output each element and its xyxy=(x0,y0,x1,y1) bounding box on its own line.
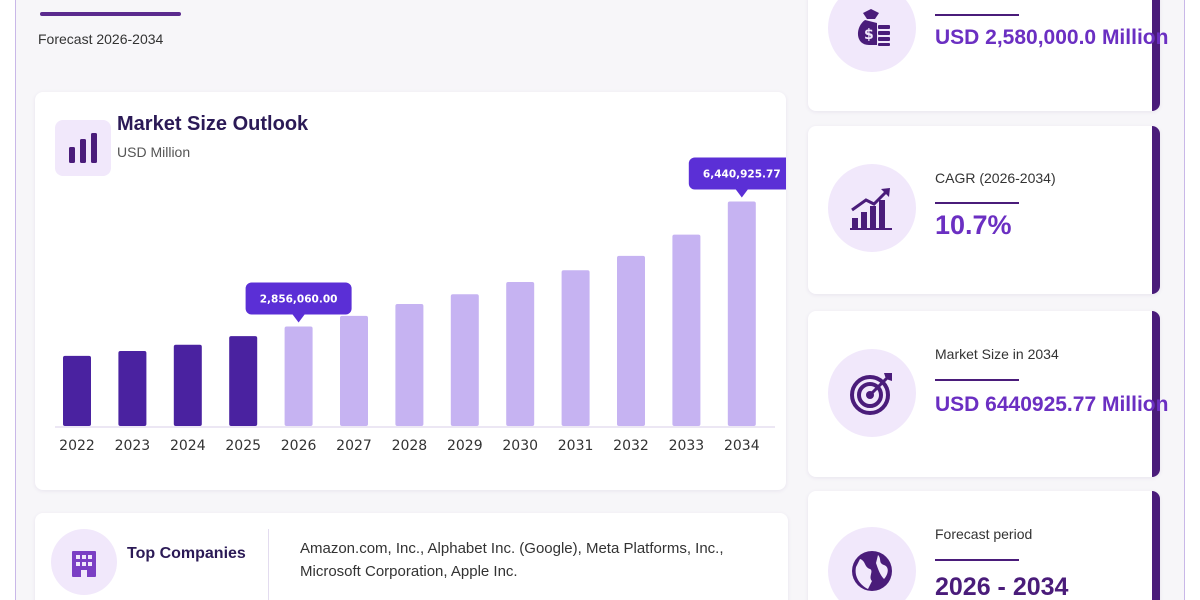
bar-2030 xyxy=(506,282,535,426)
stat-rule xyxy=(935,379,1019,381)
bar-2027 xyxy=(340,315,368,426)
svg-text:$: $ xyxy=(864,27,874,43)
divider xyxy=(268,529,269,600)
x-tick-label: 2033 xyxy=(669,438,705,454)
x-tick-label: 2034 xyxy=(724,438,760,454)
bar-2022 xyxy=(63,355,91,426)
x-tick-label: 2027 xyxy=(336,438,372,454)
stat-card-market-size-base: $ USD 2,580,000.0 Million xyxy=(808,0,1168,111)
stat-label: Forecast period xyxy=(935,526,1033,542)
stat-value: USD 2,580,000.0 Million xyxy=(935,26,1169,49)
bar-2034 xyxy=(727,201,756,426)
bar-2025 xyxy=(229,336,258,426)
chart-title: Market Size Outlook xyxy=(117,113,309,135)
stat-label: Market Size in 2034 xyxy=(935,346,1059,362)
x-tick-label: 2023 xyxy=(115,438,151,454)
header-accent-line xyxy=(40,12,181,16)
stat-value: 10.7% xyxy=(935,210,1012,240)
x-tick-label: 2022 xyxy=(59,438,95,454)
top-companies-card: Top Companies Amazon.com, Inc., Alphabet… xyxy=(35,513,788,600)
x-tick-label: 2030 xyxy=(502,438,538,454)
bar-2033 xyxy=(672,234,701,426)
data-label-2034: 6,440,925.77 xyxy=(703,168,781,180)
growth-chart-icon xyxy=(828,164,916,252)
x-tick-label: 2029 xyxy=(447,438,483,454)
stat-value: 2026 - 2034 xyxy=(935,573,1069,600)
stat-label: CAGR (2026-2034) xyxy=(935,170,1056,186)
globe-icon xyxy=(828,527,916,600)
bar-2031 xyxy=(561,270,590,426)
bar-2028 xyxy=(395,304,424,426)
stat-card-cagr: CAGR (2026-2034) 10.7% xyxy=(808,126,1160,294)
bar-2026 xyxy=(284,326,313,426)
bar-2024 xyxy=(173,344,202,426)
stat-rule xyxy=(935,14,1019,16)
x-tick-label: 2031 xyxy=(558,438,594,454)
top-companies-list: Amazon.com, Inc., Alphabet Inc. (Google)… xyxy=(300,540,724,580)
x-tick-label: 2024 xyxy=(170,438,206,454)
x-tick-label: 2032 xyxy=(613,438,649,454)
stat-card-market-size-2034: Market Size in 2034 USD 6440925.77 Milli… xyxy=(808,311,1168,477)
bar-2029 xyxy=(450,294,479,426)
data-label-pointer xyxy=(735,189,748,198)
building-icon xyxy=(51,529,117,595)
x-tick-label: 2026 xyxy=(281,438,317,454)
stat-card-forecast-period: Forecast period 2026 - 2034 xyxy=(808,491,1160,600)
x-tick-label: 2025 xyxy=(225,438,261,454)
data-label-bubble xyxy=(245,282,352,315)
data-label-pointer xyxy=(292,314,305,323)
forecast-subtitle: Forecast 2026-2034 xyxy=(38,31,164,47)
market-size-chart: 2022 2023 2024 2025 2026 2027 2028 2029 2030 2031… xyxy=(55,157,786,454)
data-label-2026: 2,856,060.00 xyxy=(260,293,338,305)
bar-chart-icon xyxy=(55,120,111,176)
data-label-bubble xyxy=(688,157,786,190)
stat-rule xyxy=(935,559,1019,561)
stat-value: USD 6440925.77 Million xyxy=(935,393,1169,416)
chart-unit: USD Million xyxy=(117,144,191,160)
bar-2032 xyxy=(617,255,645,426)
bar-2023 xyxy=(118,351,147,426)
market-size-chart-card: 2022 2023 2024 2025 2026 2027 2028 2029 2030 2031… xyxy=(35,92,786,490)
target-icon xyxy=(828,349,916,437)
money-bag-icon: $ xyxy=(828,0,916,72)
x-tick-label: 2028 xyxy=(392,438,428,454)
top-companies-title: Top Companies xyxy=(127,545,246,562)
stat-rule xyxy=(935,202,1019,204)
